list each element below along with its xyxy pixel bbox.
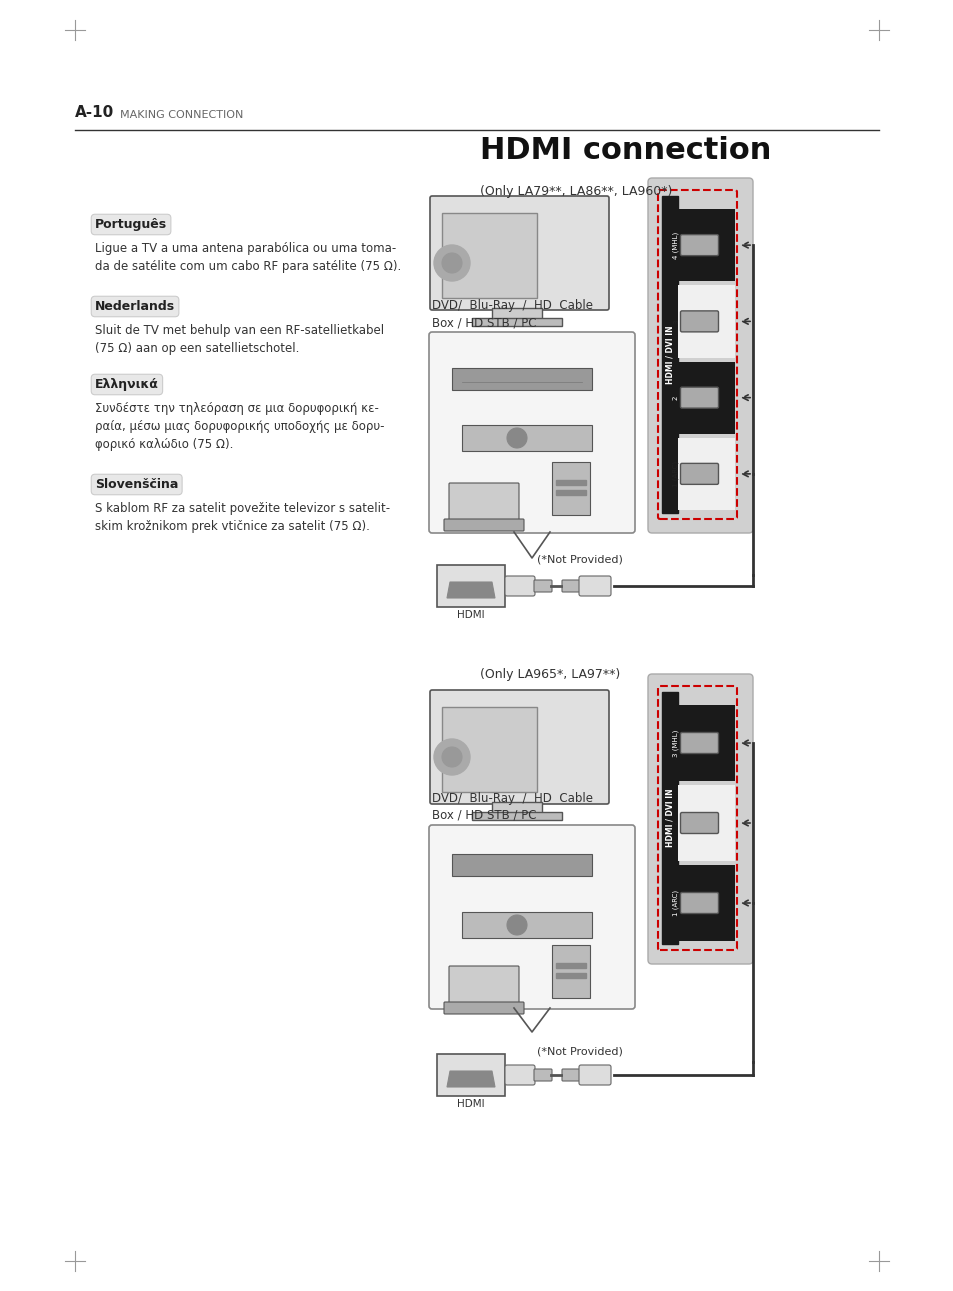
FancyBboxPatch shape <box>449 966 518 1006</box>
FancyBboxPatch shape <box>647 674 752 964</box>
Text: HDMI connection: HDMI connection <box>479 136 771 165</box>
Circle shape <box>441 253 461 272</box>
Text: S kablom RF za satelit povežite televizor s satelit-
skim krožnikom prek vtičnic: S kablom RF za satelit povežite televizo… <box>95 502 390 533</box>
Text: 2: 2 <box>672 821 679 825</box>
Text: (*Not Provided): (*Not Provided) <box>537 1046 622 1056</box>
Bar <box>461 911 592 939</box>
FancyBboxPatch shape <box>561 580 579 593</box>
Text: 3: 3 <box>672 319 679 324</box>
Text: Sluit de TV met behulp van een RF-satellietkabel
(75 Ω) aan op een satellietscho: Sluit de TV met behulp van een RF-satell… <box>95 324 384 355</box>
Text: 2: 2 <box>672 395 679 400</box>
Bar <box>436 565 504 607</box>
FancyBboxPatch shape <box>578 576 610 596</box>
Text: Nederlands: Nederlands <box>95 300 175 312</box>
FancyBboxPatch shape <box>430 689 608 804</box>
Polygon shape <box>447 582 495 598</box>
Text: HDMI / DVI IN: HDMI / DVI IN <box>665 789 674 847</box>
Bar <box>441 707 537 791</box>
Text: HDMI / DVI IN: HDMI / DVI IN <box>665 325 674 383</box>
FancyBboxPatch shape <box>679 812 718 834</box>
Text: (Only LA79**, LA86**, LA960*): (Only LA79**, LA86**, LA960*) <box>479 185 672 198</box>
Circle shape <box>441 747 461 767</box>
FancyBboxPatch shape <box>561 1069 579 1081</box>
Text: 4 (MHL): 4 (MHL) <box>672 231 679 258</box>
Circle shape <box>506 429 526 448</box>
Bar <box>452 368 592 390</box>
Bar <box>556 491 585 494</box>
FancyBboxPatch shape <box>534 580 552 593</box>
Bar <box>461 425 592 451</box>
FancyBboxPatch shape <box>679 892 718 914</box>
Circle shape <box>434 245 470 281</box>
Bar <box>678 785 734 861</box>
Text: A-10: A-10 <box>75 105 114 120</box>
Text: HDMI: HDMI <box>456 611 484 620</box>
Circle shape <box>506 915 526 935</box>
Bar <box>436 1053 504 1096</box>
Bar <box>678 361 734 434</box>
Text: 1 (ARC): 1 (ARC) <box>672 889 679 917</box>
Bar <box>678 865 734 941</box>
Polygon shape <box>447 1072 495 1087</box>
Circle shape <box>434 738 470 775</box>
FancyBboxPatch shape <box>443 519 523 531</box>
Text: HDMI: HDMI <box>456 1099 484 1109</box>
FancyBboxPatch shape <box>679 732 718 754</box>
Bar <box>678 438 734 510</box>
Bar <box>661 196 678 513</box>
Text: DVD/  Blu-Ray  /  HD  Cable
Box / HD STB / PC: DVD/ Blu-Ray / HD Cable Box / HD STB / P… <box>432 791 593 822</box>
FancyBboxPatch shape <box>647 178 752 533</box>
Text: (Only LA965*, LA97**): (Only LA965*, LA97**) <box>479 667 619 680</box>
Bar <box>661 692 678 944</box>
FancyBboxPatch shape <box>504 1065 535 1084</box>
Text: MAKING CONNECTION: MAKING CONNECTION <box>120 110 243 120</box>
Bar <box>556 963 585 968</box>
FancyBboxPatch shape <box>679 387 718 408</box>
Bar <box>492 309 541 320</box>
Bar <box>452 855 592 877</box>
Bar <box>472 318 561 327</box>
FancyBboxPatch shape <box>430 196 608 310</box>
Bar <box>678 209 734 281</box>
Text: Ligue a TV a uma antena parabólica ou uma toma-
da de satélite com um cabo RF pa: Ligue a TV a uma antena parabólica ou um… <box>95 241 401 272</box>
Bar <box>556 973 585 979</box>
Text: Ελληνικά: Ελληνικά <box>95 378 159 391</box>
Text: DVD/  Blu-Ray  /  HD  Cable
Box / HD STB / PC: DVD/ Blu-Ray / HD Cable Box / HD STB / P… <box>432 300 593 329</box>
Text: 3 (MHL): 3 (MHL) <box>672 729 679 757</box>
FancyBboxPatch shape <box>443 1002 523 1013</box>
Bar <box>552 462 589 515</box>
FancyBboxPatch shape <box>534 1069 552 1081</box>
Text: Português: Português <box>95 218 167 231</box>
FancyBboxPatch shape <box>679 235 718 256</box>
Text: Slovenščina: Slovenščina <box>95 478 178 491</box>
Bar <box>441 213 537 298</box>
FancyBboxPatch shape <box>429 332 635 533</box>
FancyBboxPatch shape <box>449 483 518 523</box>
Bar <box>556 480 585 485</box>
FancyBboxPatch shape <box>679 463 718 484</box>
Bar <box>678 705 734 781</box>
Bar <box>492 802 541 815</box>
Bar <box>552 945 589 998</box>
FancyBboxPatch shape <box>679 311 718 332</box>
FancyBboxPatch shape <box>504 576 535 596</box>
FancyBboxPatch shape <box>429 825 635 1010</box>
Text: (*Not Provided): (*Not Provided) <box>537 555 622 565</box>
Bar <box>678 285 734 358</box>
Text: Συνδέστε την τηλεόραση σε μια δορυφορική κε-
ραία, μέσω μιας δορυφορικής υποδοχή: Συνδέστε την τηλεόραση σε μια δορυφορική… <box>95 402 384 451</box>
Bar <box>472 812 561 820</box>
FancyBboxPatch shape <box>578 1065 610 1084</box>
Text: 1 (ARC): 1 (ARC) <box>672 461 679 487</box>
